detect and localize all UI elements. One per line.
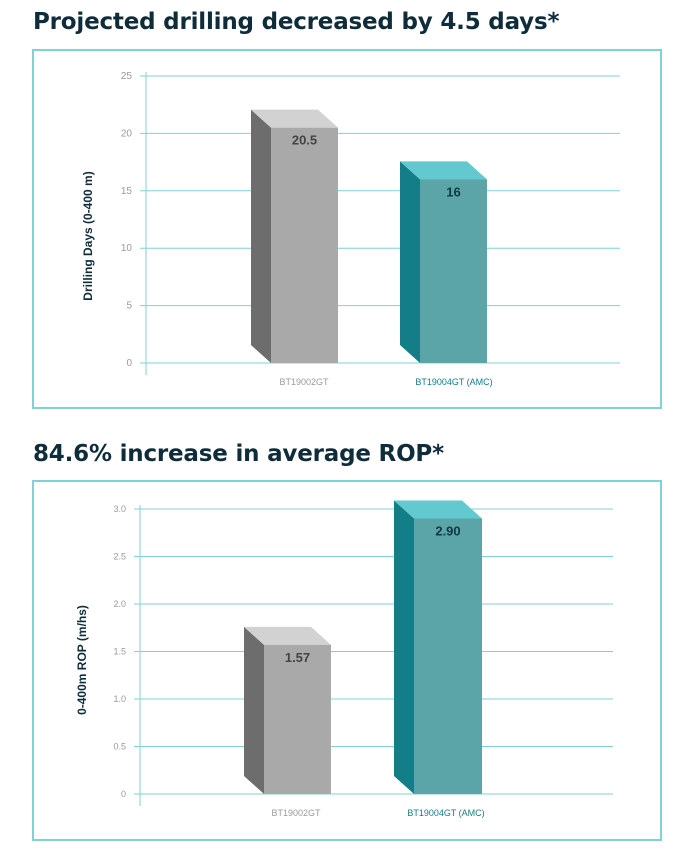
- bar-rop-0: [244, 626, 331, 794]
- y-tick-label: 3.0: [113, 504, 126, 514]
- y-tick-label: 20: [121, 128, 133, 139]
- y-tick-label: 25: [121, 71, 133, 82]
- data-label: 1.57: [285, 650, 310, 665]
- y-tick-label: 0.5: [113, 742, 126, 752]
- drilling-days-chart-frame: 0 5 10 15 20 25 Drilling Days (0-400 m) 20.5 BT1…: [32, 49, 662, 409]
- data-label: 2.90: [435, 524, 460, 539]
- x-category-label: BT19002GT: [271, 808, 321, 818]
- data-label: 16: [446, 184, 460, 199]
- x-category-label: BT19004GT (AMC): [415, 377, 492, 387]
- drilling-days-chart: 0 5 10 15 20 25 Drilling Days (0-400 m) 20.5 BT1…: [81, 71, 620, 387]
- x-category-label: BT19002GT: [279, 377, 329, 387]
- rop-chart: 0 0.5 1.0 1.5 2.0 2.5 3.0 0-400m ROP (m/hs) 1.57…: [75, 500, 613, 818]
- y-axis-label: Drilling Days (0-400 m): [81, 171, 95, 300]
- y-tick-label: 5: [126, 301, 132, 312]
- bar-days-0: [251, 109, 338, 363]
- chart-title-drilling-days: Projected drilling decreased by 4.5 days…: [33, 9, 560, 35]
- y-tick-label: 2.0: [113, 599, 126, 609]
- y-tick-label: 15: [121, 186, 133, 197]
- x-category-label: BT19004GT (AMC): [407, 808, 484, 818]
- data-label: 20.5: [292, 133, 317, 148]
- y-tick-label: 0: [121, 789, 126, 799]
- y-axis-label: 0-400m ROP (m/hs): [75, 605, 89, 715]
- y-tick-label: 1.0: [113, 694, 126, 704]
- y-tick-label: 1.5: [113, 647, 126, 657]
- y-tick-label: 0: [126, 358, 132, 369]
- rop-chart-frame: 0 0.5 1.0 1.5 2.0 2.5 3.0 0-400m ROP (m/hs) 1.57…: [32, 480, 662, 841]
- bar-rop-1: [394, 500, 482, 794]
- y-tick-label: 10: [121, 243, 133, 254]
- chart-title-rop: 84.6% increase in average ROP*: [33, 441, 444, 467]
- y-tick-label: 2.5: [113, 552, 126, 562]
- bar-days-1: [400, 161, 487, 363]
